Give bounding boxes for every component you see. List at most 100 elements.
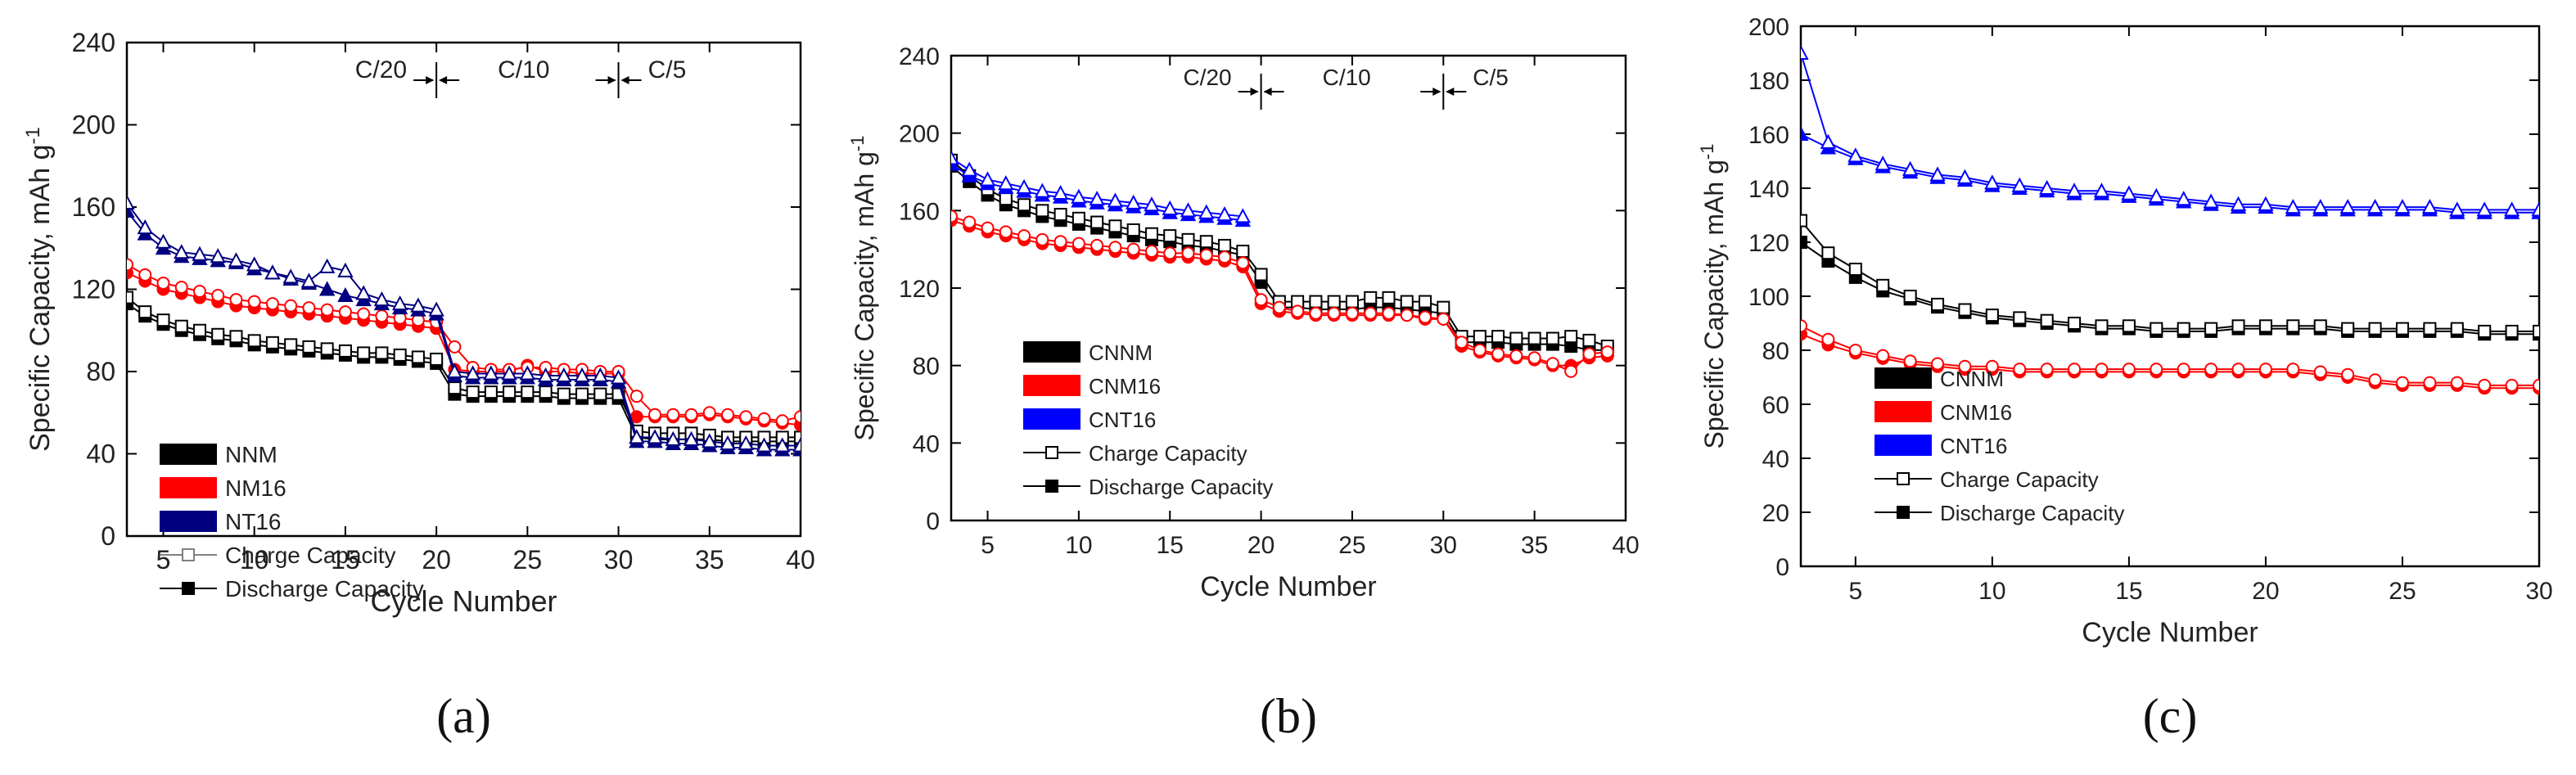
data-point: [648, 408, 662, 421]
data-point: [211, 289, 225, 303]
data-point: [264, 264, 281, 280]
data-point: [2478, 378, 2492, 392]
data-point: [739, 410, 753, 424]
data-point: [174, 244, 190, 259]
data-point: [1491, 330, 1505, 344]
data-point: [2503, 201, 2520, 217]
data-point: [1345, 295, 1359, 309]
legend-marker: [1045, 480, 1058, 493]
x-tick-label: 5: [1848, 578, 1862, 605]
y-tick-label: 80: [86, 357, 115, 386]
chart-panel-2: 0 40 80 120 160 200 240 5 10 15 20 25 30 35 40 Cycle Nu…: [847, 43, 1640, 743]
data-point: [284, 299, 298, 313]
data-point: [1801, 319, 1807, 333]
data-point: [684, 408, 698, 421]
series-line: [127, 272, 801, 426]
data-point: [774, 437, 791, 453]
data-point: [1455, 336, 1468, 349]
data-point: [1071, 237, 1085, 250]
data-point: [2121, 185, 2137, 201]
legend-swatch: [1874, 367, 1932, 389]
data-point: [1582, 347, 1596, 361]
y-tick-label: 80: [913, 354, 940, 381]
series-line: [1801, 52, 2539, 211]
data-point: [2449, 201, 2465, 217]
data-point: [2231, 363, 2245, 376]
data-point: [155, 233, 172, 249]
legend-label: NM16: [225, 475, 286, 501]
data-point: [448, 381, 462, 395]
data-point: [1545, 331, 1559, 345]
legend-label: CNNM: [1089, 340, 1153, 365]
x-axis-title: Cycle Number: [1200, 571, 1376, 602]
data-point: [320, 342, 334, 356]
data-point: [338, 305, 352, 319]
y-tick-label: 100: [1748, 284, 1789, 311]
data-point: [1848, 344, 1862, 357]
data-point: [2285, 198, 2301, 214]
data-point: [138, 268, 152, 282]
legend-marker: [1897, 472, 1910, 485]
x-tick-label: 40: [786, 545, 815, 574]
data-point: [556, 367, 572, 383]
data-point: [2176, 191, 2192, 206]
data-point: [610, 369, 627, 385]
y-tick-label: 80: [1762, 338, 1789, 365]
data-point: [951, 150, 959, 165]
series-group: [127, 194, 801, 457]
legend-swatch: [1023, 408, 1080, 430]
data-point: [246, 256, 263, 272]
data-point: [127, 291, 133, 304]
data-point: [629, 410, 643, 424]
data-point: [138, 305, 152, 319]
data-point: [1309, 306, 1323, 320]
data-point: [247, 334, 261, 348]
data-point: [629, 390, 643, 403]
y-axis-title-text: Specific Capacity, mAh g: [25, 144, 56, 451]
x-axis-title: Cycle Number: [2082, 617, 2258, 648]
data-point: [2286, 319, 2300, 333]
data-point: [1473, 330, 1487, 344]
data-point: [1234, 208, 1251, 223]
y-tick-label: 160: [899, 198, 940, 225]
data-point: [2177, 363, 2190, 376]
data-point: [1254, 268, 1268, 282]
data-point: [1107, 192, 1124, 208]
data-point: [1199, 248, 1213, 262]
data-point: [1162, 200, 1178, 215]
x-tick-label: 10: [240, 545, 269, 574]
data-point: [1126, 242, 1140, 256]
legend-label: CNNM: [1940, 367, 2004, 391]
data-point: [247, 295, 261, 309]
data-point: [2040, 313, 2054, 327]
data-point: [2312, 198, 2329, 214]
y-axis-title-text: Specific Capacity, mAh g: [1699, 160, 1729, 448]
y-tick-label: 180: [1748, 68, 1789, 95]
data-point: [2366, 198, 2384, 214]
data-point: [2423, 376, 2437, 390]
data-point: [1821, 332, 1835, 346]
data-point: [629, 429, 645, 444]
data-point: [1582, 333, 1596, 347]
data-point: [1327, 295, 1341, 309]
legend-label: Discharge Capacity: [1089, 475, 1273, 499]
data-point: [192, 323, 206, 337]
data-point: [702, 406, 716, 420]
x-tick-label: 10: [1978, 578, 2005, 605]
data-point: [2204, 322, 2218, 336]
data-point: [483, 365, 499, 381]
data-point: [2476, 201, 2493, 217]
data-point: [1034, 182, 1051, 198]
data-point: [1491, 347, 1505, 361]
data-point: [137, 219, 153, 235]
data-point: [1236, 256, 1250, 270]
data-point: [375, 309, 389, 323]
data-point: [1564, 330, 1578, 344]
data-point: [192, 246, 208, 261]
data-point: [211, 327, 225, 341]
legend-label: NT16: [225, 509, 281, 534]
data-point: [1218, 250, 1232, 264]
data-point: [464, 365, 481, 381]
data-point: [2095, 319, 2109, 333]
data-point: [2039, 179, 2055, 195]
